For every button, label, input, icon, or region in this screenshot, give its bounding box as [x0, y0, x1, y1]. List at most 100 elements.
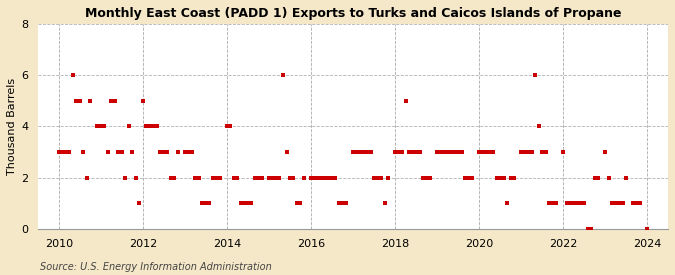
Point: [547, 201, 558, 206]
Point: [582, 227, 593, 231]
Point: [414, 150, 425, 154]
Point: [319, 175, 330, 180]
Point: [204, 201, 215, 206]
Point: [509, 175, 520, 180]
Point: [453, 150, 464, 154]
Point: [186, 150, 197, 154]
Point: [530, 73, 541, 77]
Point: [642, 227, 653, 231]
Point: [505, 175, 516, 180]
Point: [620, 175, 631, 180]
Point: [369, 175, 379, 180]
Point: [460, 175, 470, 180]
Point: [264, 175, 275, 180]
Point: [495, 175, 506, 180]
Point: [484, 150, 495, 154]
Point: [502, 201, 512, 206]
Point: [292, 201, 302, 206]
Point: [99, 124, 110, 129]
Point: [522, 150, 533, 154]
Point: [253, 175, 264, 180]
Point: [589, 175, 600, 180]
Point: [565, 201, 576, 206]
Point: [358, 150, 369, 154]
Point: [593, 175, 603, 180]
Point: [113, 150, 124, 154]
Point: [246, 201, 257, 206]
Text: Source: U.S. Energy Information Administration: Source: U.S. Energy Information Administ…: [40, 262, 272, 272]
Point: [162, 150, 173, 154]
Point: [313, 175, 323, 180]
Point: [190, 175, 201, 180]
Point: [183, 150, 194, 154]
Point: [285, 175, 296, 180]
Point: [393, 150, 404, 154]
Point: [120, 175, 131, 180]
Point: [144, 124, 155, 129]
Point: [431, 150, 442, 154]
Point: [159, 150, 169, 154]
Point: [180, 150, 190, 154]
Point: [543, 201, 554, 206]
Point: [425, 175, 435, 180]
Point: [200, 201, 211, 206]
Point: [225, 124, 236, 129]
Point: [316, 175, 327, 180]
Point: [141, 124, 152, 129]
Point: [53, 150, 64, 154]
Point: [309, 175, 320, 180]
Point: [463, 175, 474, 180]
Point: [130, 175, 141, 180]
Point: [348, 150, 358, 154]
Point: [337, 201, 348, 206]
Point: [124, 124, 134, 129]
Point: [57, 150, 68, 154]
Point: [578, 201, 589, 206]
Point: [298, 175, 309, 180]
Point: [148, 124, 159, 129]
Point: [351, 150, 362, 154]
Point: [64, 150, 75, 154]
Point: [389, 150, 400, 154]
Point: [103, 150, 113, 154]
Point: [603, 175, 614, 180]
Point: [575, 201, 586, 206]
Point: [221, 124, 232, 129]
Point: [449, 150, 460, 154]
Point: [599, 150, 610, 154]
Point: [558, 150, 568, 154]
Point: [341, 201, 352, 206]
Point: [333, 201, 344, 206]
Point: [631, 201, 642, 206]
Point: [628, 201, 639, 206]
Point: [537, 150, 547, 154]
Point: [256, 175, 267, 180]
Point: [407, 150, 418, 154]
Title: Monthly East Coast (PADD 1) Exports to Turks and Caicos Islands of Propane: Monthly East Coast (PADD 1) Exports to T…: [85, 7, 621, 20]
Point: [379, 201, 390, 206]
Point: [82, 175, 92, 180]
Point: [173, 150, 184, 154]
Point: [295, 201, 306, 206]
Point: [155, 150, 166, 154]
Y-axis label: Thousand Barrels: Thousand Barrels: [7, 78, 17, 175]
Point: [68, 73, 78, 77]
Point: [372, 175, 383, 180]
Point: [362, 150, 373, 154]
Point: [138, 99, 148, 103]
Point: [456, 150, 467, 154]
Point: [439, 150, 450, 154]
Point: [375, 175, 386, 180]
Point: [617, 201, 628, 206]
Point: [435, 150, 446, 154]
Point: [383, 175, 394, 180]
Point: [397, 150, 408, 154]
Point: [236, 201, 246, 206]
Point: [71, 99, 82, 103]
Point: [477, 150, 488, 154]
Point: [229, 175, 240, 180]
Point: [491, 175, 502, 180]
Point: [61, 150, 72, 154]
Point: [634, 201, 645, 206]
Point: [92, 124, 103, 129]
